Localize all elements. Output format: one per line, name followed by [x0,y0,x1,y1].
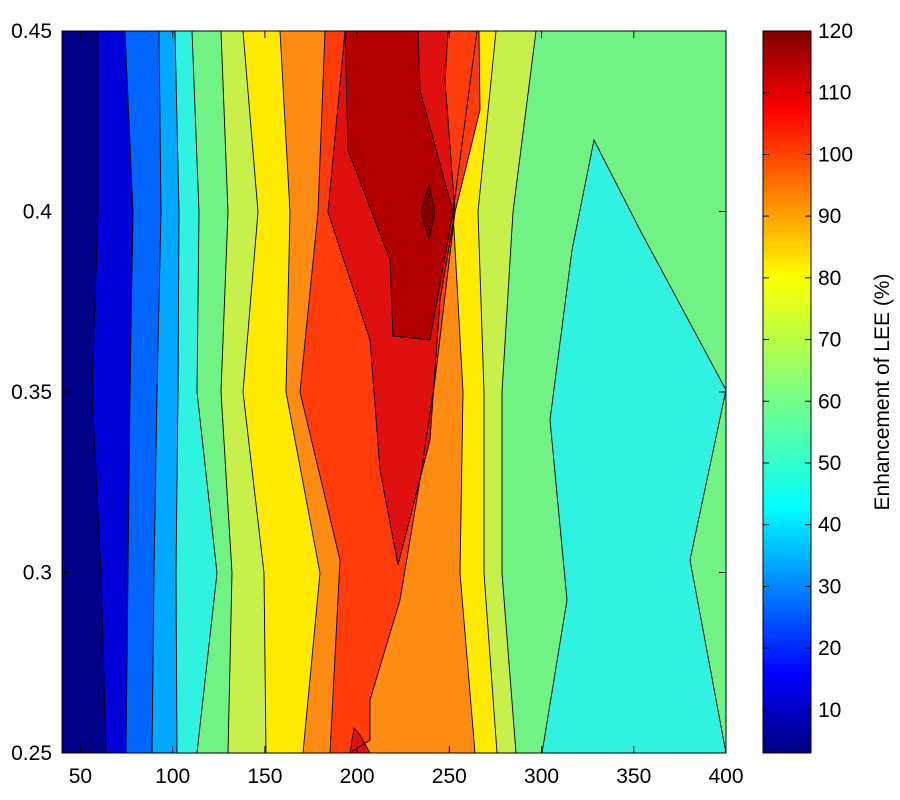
contour-line-60 [220,31,233,753]
contour-line-80 [279,31,321,753]
contour-band-50-60 [192,31,232,753]
colorbar-label: Enhancement of LEE (%) [871,274,894,511]
contour-line-90 [299,31,341,753]
contour-band-right-70-80 [453,31,497,753]
contour-line-70 [242,31,267,753]
contour-lines-group [91,31,726,753]
colorbar-ticks: 10 20 30 40 50 60 70 80 90 100 110 120 [763,20,853,722]
contour-region-110-120 [345,31,453,340]
colorbar-tick-label: 40 [818,514,841,537]
colorbar [762,30,812,754]
contour-band-10-20 [92,31,133,753]
contour-spot-bottom [349,727,371,753]
y-tick-label: 0.45 [11,20,52,43]
contour-line-110 [344,31,454,341]
y-tick-label: 0.3 [23,562,52,585]
contour-line-50-right [541,138,726,753]
contour-line-10 [91,31,107,753]
contour-band-right-60-70 [478,31,536,753]
contour-region-right-40-50 [542,140,726,753]
contour-line-70-right [477,31,498,753]
contour-hot-group [300,31,726,753]
x-tick-label: 300 [524,765,559,788]
contour-line-60-right [501,31,537,753]
colorbar-tick-label: 120 [818,20,853,43]
colorbar-tick-label: 110 [818,82,851,105]
contour-peak-marker [420,183,436,241]
axis-ticks: 50 100 150 200 250 300 350 400 0.25 0.3 0.35 0.4 0.4… [11,20,743,788]
colorbar-tick-label: 80 [818,267,841,290]
colorbar-tick-label: 30 [818,575,841,598]
contour-line-20 [124,31,134,753]
contour-line-80-right [452,31,478,753]
colorbar-tick-label: 20 [818,637,841,660]
x-tick-label: 350 [616,765,651,788]
contour-band-30-40 [152,31,179,753]
contour-band-70-80 [243,31,320,753]
colorbar-tick-label: 50 [818,452,841,475]
x-tick-label: 250 [432,765,467,788]
colorbar-tick-label: 70 [818,329,841,352]
colorbar-tick-label: 90 [818,205,841,228]
x-tick-label: 100 [155,765,190,788]
x-tick-label: 200 [340,765,375,788]
y-tick-label: 0.35 [11,381,52,404]
colorbar-tick-label: 60 [818,390,841,413]
colorbar-tick-label: 100 [818,143,853,166]
contour-line-100 [327,31,456,566]
contour-line-30 [151,31,162,753]
contour-band-below-10 [62,31,106,753]
x-tick-label: 400 [708,765,743,788]
x-tick-label: 50 [69,765,92,788]
x-tick-label: 150 [247,765,282,788]
contour-line-40 [174,31,180,753]
contour-band-20-30 [125,31,161,753]
contour-line-50 [191,31,218,753]
y-tick-label: 0.4 [23,201,53,224]
contour-band-40-50 [175,31,217,753]
y-tick-label: 0.25 [11,742,52,765]
colorbar-tick-label: 10 [818,699,841,722]
